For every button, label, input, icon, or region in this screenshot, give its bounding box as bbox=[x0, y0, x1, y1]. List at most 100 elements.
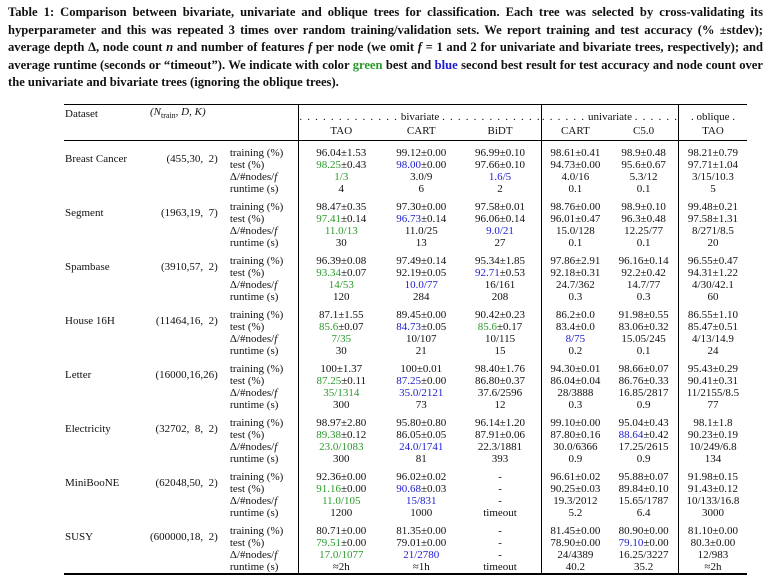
dataset-name: Electricity bbox=[64, 411, 150, 435]
cell-cart-bivariate: 95.80±0.80 bbox=[383, 411, 459, 429]
dataset-params: (16000,16,26) bbox=[150, 357, 224, 381]
cell-c50: 80.90±0.00 bbox=[609, 519, 679, 537]
table-row-test: test (%) 85.6±0.07 84.73±0.05 85.6±0.17 83.4… bbox=[64, 321, 747, 333]
row-label-test: test (%) bbox=[224, 537, 299, 549]
cell-cart-bivariate: 35.0/2121 bbox=[383, 387, 459, 399]
cell-cart-univariate: 24/4389 bbox=[540, 549, 609, 561]
cell-cart-bivariate: 81.35±0.00 bbox=[383, 519, 459, 537]
column-header-bidt: BiDT bbox=[459, 123, 542, 141]
cell-c50: 96.3±0.48 bbox=[609, 213, 679, 225]
row-label-runtime: runtime (s) bbox=[224, 453, 299, 465]
cell-bidt: 393 bbox=[459, 453, 541, 465]
cell-cart-univariate: 78.90±0.00 bbox=[540, 537, 609, 549]
cell-cart-univariate: 90.25±0.03 bbox=[540, 483, 609, 495]
table-row-test: test (%) 98.25±0.43 98.00±0.00 97.66±0.10 94… bbox=[64, 159, 747, 171]
cell-value: 86.80±0.37 bbox=[475, 375, 526, 387]
row-label-nodes: Δ/#nodes/f bbox=[224, 171, 299, 183]
cell-mean-highlighted: 96.73 bbox=[396, 213, 421, 225]
cell-mean-highlighted: 87.25 bbox=[316, 375, 342, 387]
caption-text: per node (we omit bbox=[312, 40, 418, 55]
cell-cart-univariate: 40.2 bbox=[540, 561, 609, 574]
cell-value: 120 bbox=[333, 291, 350, 303]
caption-text: second best result for test accuracy and… bbox=[8, 57, 763, 90]
cell-tao-bivariate: 87.1±1.55 bbox=[298, 303, 384, 321]
cell-value: 92.36±0.00 bbox=[316, 471, 367, 483]
dataset-name bbox=[64, 321, 150, 333]
cell-mean-highlighted: 98.25 bbox=[316, 159, 342, 171]
cell-tao-bivariate: 97.41±0.14 bbox=[298, 213, 384, 225]
cell-tao-oblique: 11/2155/8.5 bbox=[678, 387, 747, 399]
cell-value: 35/1314 bbox=[323, 387, 360, 399]
dataset-params: (11464,16, 2) bbox=[150, 303, 224, 327]
cell-mean-highlighted: 93.34 bbox=[316, 267, 342, 279]
cell-value: 0.1 bbox=[636, 237, 651, 249]
cell-value: 86.05±0.05 bbox=[396, 429, 447, 441]
cell-value: 96.99±0.10 bbox=[475, 147, 526, 159]
cell-value: 393 bbox=[491, 453, 509, 465]
cell-stdev: ±0.14 bbox=[341, 213, 367, 225]
cell-bidt: - bbox=[459, 495, 541, 507]
cell-tao-bivariate: 98.97±2.80 bbox=[298, 411, 384, 429]
cell-value: - bbox=[498, 483, 502, 495]
cell-stdev: ±0.53 bbox=[499, 267, 526, 279]
dataset-name bbox=[64, 549, 150, 561]
cell-tao-oblique: 99.48±0.21 bbox=[678, 195, 747, 213]
header-params-dk: , D, K) bbox=[175, 105, 206, 118]
cell-cart-univariate: 83.4±0.0 bbox=[540, 321, 609, 333]
cell-value: 3/15/10.3 bbox=[692, 171, 734, 183]
cell-tao-bivariate: 17.0/1077 bbox=[298, 549, 384, 561]
cell-cart-univariate: 0.2 bbox=[540, 345, 609, 357]
cell-value: 89.84±0.10 bbox=[618, 483, 669, 495]
cell-c50: 98.9±0.48 bbox=[609, 141, 679, 159]
cell-value: 95.6±0.67 bbox=[621, 159, 666, 171]
cell-tao-oblique: 97.71±1.04 bbox=[678, 159, 747, 171]
cell-tao-bivariate: ≈2h bbox=[298, 561, 384, 574]
cell-c50: 96.16±0.14 bbox=[609, 249, 679, 267]
header-dataset: Dataset bbox=[65, 108, 98, 120]
dataset-name: House 16H bbox=[64, 303, 150, 327]
cell-stdev: ±0.00 bbox=[420, 159, 447, 171]
dataset-params bbox=[150, 279, 224, 291]
cell-mean-highlighted: 87.25 bbox=[396, 375, 421, 387]
cell-cart-univariate: 15.0/128 bbox=[540, 225, 609, 237]
dataset-params bbox=[150, 225, 224, 237]
cell-cart-univariate: 19.3/2012 bbox=[540, 495, 609, 507]
table-row-runtime: runtime (s) 300 81 393 0.9 0.9 134 bbox=[64, 453, 747, 465]
row-label-nodes: Δ/#nodes/f bbox=[224, 495, 299, 507]
cell-value: 0.2 bbox=[568, 345, 583, 357]
cell-value: 4/13/14.9 bbox=[692, 333, 734, 345]
dataset-params bbox=[150, 237, 224, 249]
row-label-nodes: Δ/#nodes/f bbox=[224, 333, 299, 345]
cell-value: 95.04±0.43 bbox=[618, 417, 669, 429]
row-label-text: test (%) bbox=[229, 159, 265, 171]
cell-cart-bivariate: 11.0/25 bbox=[383, 225, 459, 237]
cell-bidt: 208 bbox=[459, 291, 541, 303]
cell-stdev: ±0.00 bbox=[643, 537, 669, 549]
cell-c50: 15.05/245 bbox=[609, 333, 679, 345]
cell-c50: 0.3 bbox=[609, 291, 679, 303]
row-label-text: runtime (s) bbox=[229, 399, 279, 411]
cell-value: 12 bbox=[494, 399, 506, 411]
cell-stdev: ±0.07 bbox=[338, 321, 364, 333]
cell-tao-bivariate: 80.71±0.00 bbox=[298, 519, 384, 537]
dataset-params bbox=[150, 171, 224, 183]
cell-cart-univariate: 30.0/6366 bbox=[540, 441, 609, 453]
caption-symbol-f: f bbox=[417, 40, 422, 55]
group-label: univariate bbox=[588, 111, 632, 123]
cell-bidt: 86.80±0.37 bbox=[459, 375, 541, 387]
dataset-name bbox=[64, 183, 150, 195]
dataset-params bbox=[150, 291, 224, 303]
cell-value: - bbox=[498, 495, 502, 507]
cell-c50: 5.3/12 bbox=[609, 171, 679, 183]
cell-value: 8/75 bbox=[565, 333, 586, 345]
table-row-nodes: Δ/#nodes/f 11.0/13 11.0/25 9.0/21 15.0/128 12… bbox=[64, 225, 747, 237]
row-label-training: training (%) bbox=[224, 465, 299, 483]
cell-value: 98.9±0.48 bbox=[621, 147, 666, 159]
row-label-text: test (%) bbox=[229, 537, 265, 549]
cell-value: 98.40±1.76 bbox=[475, 363, 526, 375]
cell-tao-oblique: 81.10±0.00 bbox=[678, 519, 747, 537]
cell-value: 0.9 bbox=[636, 453, 651, 465]
table-row-nodes: Δ/#nodes/f 1/3 3.0/9 1.6/5 4.0/16 5.3/12 3/15/… bbox=[64, 171, 747, 183]
cell-value: 11.0/105 bbox=[322, 495, 361, 507]
cell-c50: 79.10±0.00 bbox=[609, 537, 679, 549]
